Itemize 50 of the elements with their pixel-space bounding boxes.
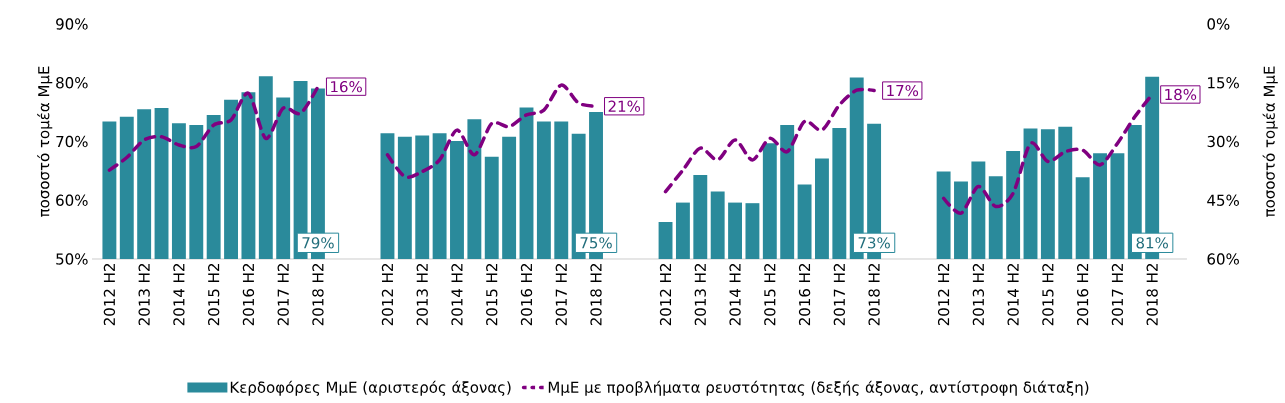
- x-tick-label: 2015 H2: [486, 264, 498, 326]
- x-tick-label: 2018 H2: [312, 264, 324, 326]
- y2-tick-label: 45%: [1207, 194, 1239, 206]
- x-tick-label: 2017 H2: [555, 264, 567, 326]
- data-label: 17%: [887, 84, 919, 97]
- data-label: 18%: [1165, 88, 1197, 101]
- x-tick-label: 2012 H2: [937, 264, 950, 326]
- y-tick-label: 60%: [56, 194, 88, 206]
- x-tick-label: 2014 H2: [1007, 264, 1019, 326]
- y-tick-label: 70%: [56, 135, 88, 148]
- x-tick-label: 2012 H2: [381, 264, 394, 326]
- y2-tick-label: 30%: [1207, 135, 1239, 148]
- data-label: 75%: [580, 237, 612, 249]
- x-tick-label: 2018 H2: [868, 264, 880, 326]
- x-tick-label: 2013 H2: [694, 264, 706, 326]
- x-tick-label: 2015 H2: [764, 264, 776, 326]
- x-tick-label: 2017 H2: [277, 264, 289, 326]
- x-tick-label: 2014 H2: [173, 264, 185, 326]
- legend-label: Κερδοφόρες ΜμΕ (αριστερός άξονας): [230, 380, 511, 396]
- x-tick-label: 2017 H2: [1111, 264, 1124, 326]
- y2-tick-label: 15%: [1208, 77, 1239, 89]
- y-tick-label: 50%: [56, 253, 88, 265]
- x-tick-label: 2013 H2: [138, 264, 150, 326]
- x-tick-label: 2016 H2: [520, 264, 533, 326]
- y-tick-label: 90%: [56, 18, 88, 30]
- x-tick-label: 2012 H2: [103, 264, 116, 326]
- x-tick-label: 2013 H2: [416, 264, 428, 326]
- x-tick-label: 2014 H2: [451, 264, 463, 326]
- y2-axis-title: ποσοστό τομέα ΜμΕ: [1262, 66, 1278, 217]
- data-label: 73%: [858, 237, 890, 249]
- x-tick-label: 2016 H2: [242, 264, 255, 326]
- legend-label: ΜμΕ με προβλήματα ρευστότητας (δεξής άξονας, αντίστροφη διάταξη): [548, 380, 1089, 396]
- data-label: 16%: [331, 80, 362, 93]
- x-tick-label: 2017 H2: [833, 264, 846, 326]
- x-tick-label: 2018 H2: [1146, 264, 1158, 326]
- y2-tick-label: 60%: [1207, 253, 1239, 265]
- x-tick-label: 2016 H2: [798, 264, 811, 326]
- x-tick-label: 2014 H2: [729, 264, 741, 326]
- x-tick-label: 2012 H2: [659, 264, 672, 326]
- x-tick-label: 2013 H2: [972, 264, 985, 326]
- x-tick-label: 2016 H2: [1076, 264, 1089, 326]
- data-label: 79%: [302, 237, 334, 249]
- y-axis-title: ποσοστό τομέα ΜμΕ: [37, 66, 53, 217]
- data-label: 21%: [608, 100, 641, 112]
- y2-tick-label: 0%: [1207, 18, 1230, 30]
- x-tick-label: 2018 H2: [590, 264, 602, 326]
- x-tick-label: 2015 H2: [1042, 264, 1054, 326]
- data-label: 81%: [1136, 237, 1168, 249]
- y-tick-label: 80%: [56, 77, 88, 89]
- x-tick-label: 2015 H2: [208, 264, 220, 326]
